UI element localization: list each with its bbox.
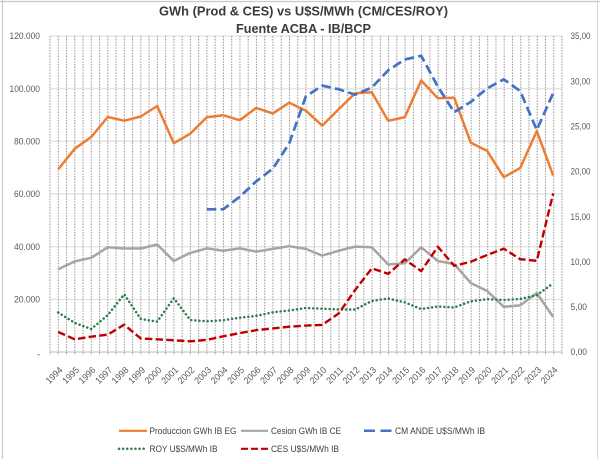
svg-text:35,00: 35,00 <box>571 31 591 41</box>
svg-text:GWh (Prod & CES) vs U$S/MWh (C: GWh (Prod & CES) vs U$S/MWh (CM/CES/ROY) <box>159 3 448 18</box>
svg-text:5,00: 5,00 <box>571 302 588 312</box>
svg-text:Fuente ACBA - IB/BCP: Fuente ACBA - IB/BCP <box>236 21 371 36</box>
svg-text:60.000: 60.000 <box>14 189 40 199</box>
svg-text:40.000: 40.000 <box>14 242 40 252</box>
svg-text:30,00: 30,00 <box>571 76 591 86</box>
svg-text:80.000: 80.000 <box>14 137 40 147</box>
svg-text:Cesion GWh IB CE: Cesion GWh IB CE <box>271 426 341 436</box>
svg-text:120.000: 120.000 <box>10 31 41 41</box>
svg-text:20.000: 20.000 <box>14 295 40 305</box>
svg-text:CES U$S/MWh IB: CES U$S/MWh IB <box>271 444 339 454</box>
svg-text:0,00: 0,00 <box>571 347 588 357</box>
svg-text:Produccion GWh IB EG: Produccion GWh IB EG <box>150 426 237 436</box>
svg-text:CM ANDE U$S/MWh IB: CM ANDE U$S/MWh IB <box>395 426 485 436</box>
svg-text:25,00: 25,00 <box>571 122 591 132</box>
svg-text:-: - <box>37 349 40 359</box>
svg-text:20,00: 20,00 <box>571 167 591 177</box>
svg-text:100.000: 100.000 <box>10 84 41 94</box>
svg-text:ROY U$S/MWh IB: ROY U$S/MWh IB <box>150 444 218 454</box>
svg-text:10,00: 10,00 <box>571 257 591 267</box>
svg-text:15,00: 15,00 <box>571 212 591 222</box>
